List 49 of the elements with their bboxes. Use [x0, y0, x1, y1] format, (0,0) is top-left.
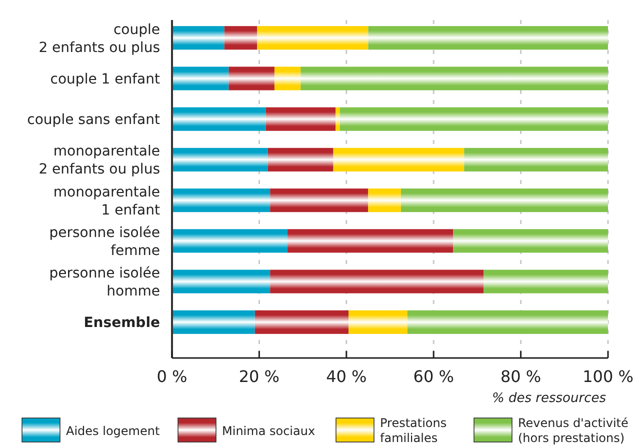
y-tick-label: couple 2 enfants ou plus	[38, 22, 160, 56]
x-tick-label: 40 %	[326, 367, 367, 386]
bar	[172, 107, 266, 131]
bar	[274, 66, 301, 90]
bar	[172, 229, 288, 253]
bar	[257, 26, 368, 50]
bar	[268, 148, 334, 172]
bar	[368, 188, 401, 212]
legend-label: Minima sociaux	[222, 424, 316, 438]
y-tick-label: couple sans enfant	[27, 112, 161, 128]
bar	[172, 66, 229, 90]
y-tick-label: monoparentale 1 enfant	[53, 184, 161, 218]
bar	[464, 148, 608, 172]
y-tick-label: personne isolée homme	[49, 266, 160, 300]
bar	[266, 107, 336, 131]
legend-label: Revenus d'activité (hors prestations)	[518, 416, 628, 445]
bar	[407, 310, 608, 334]
x-tick-label: 100 %	[582, 367, 634, 386]
bar	[333, 148, 464, 172]
bar	[270, 270, 484, 294]
bar	[400, 188, 608, 212]
y-tick-label: monoparentale 2 enfants ou plus	[38, 144, 160, 178]
bar	[453, 229, 608, 253]
x-tick-label: 80 %	[500, 367, 542, 386]
bar	[300, 66, 608, 90]
bar	[224, 26, 258, 50]
bar	[172, 26, 224, 50]
bar	[340, 107, 608, 131]
bar	[172, 310, 255, 334]
y-tick-label: Ensemble	[84, 315, 160, 332]
legend-label: Aides logement	[66, 424, 160, 438]
bar	[348, 310, 408, 334]
bar	[172, 270, 270, 294]
y-tick-label: couple 1 enfant	[50, 71, 160, 88]
bar	[172, 188, 270, 212]
y-tick-label: personne isolée femme	[49, 224, 160, 259]
bar	[288, 229, 454, 253]
bar	[270, 188, 368, 212]
x-tick-label: 20 %	[238, 367, 280, 386]
bar	[172, 148, 268, 172]
bar	[254, 310, 349, 334]
bar	[336, 107, 340, 131]
bar	[228, 66, 274, 90]
bar	[484, 270, 608, 294]
x-tick-label: 60 %	[413, 367, 454, 386]
x-tick-label: 0 %	[156, 367, 188, 386]
bar	[368, 26, 608, 50]
x-axis-title: % des ressources	[492, 391, 606, 406]
legend-label: Prestations familiales	[380, 416, 447, 445]
